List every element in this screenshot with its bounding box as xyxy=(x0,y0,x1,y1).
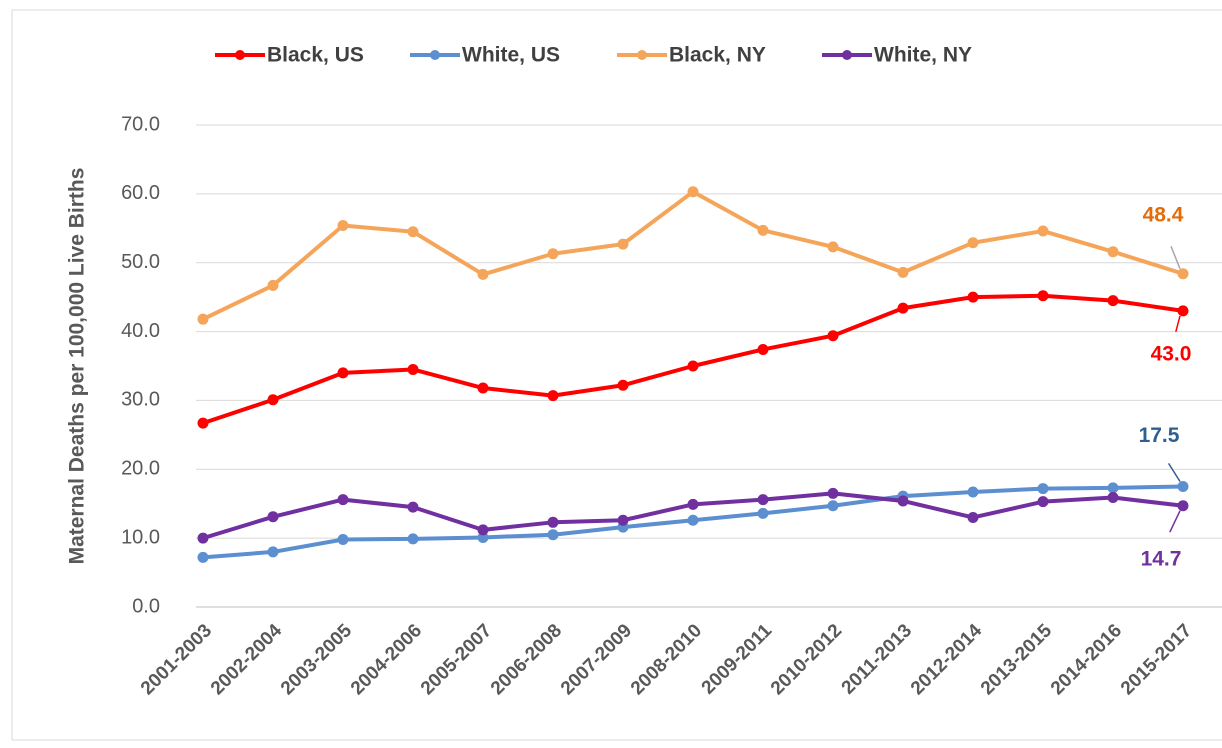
leader-line xyxy=(1170,245,1181,270)
y-tick-label: 60.0 xyxy=(121,182,160,204)
data-label: 17.5 xyxy=(1139,424,1180,447)
data-point xyxy=(407,533,419,545)
data-point xyxy=(337,494,349,506)
data-point xyxy=(267,546,279,558)
y-axis-title: Maternal Deaths per 100,000 Live Births xyxy=(66,168,89,565)
data-point xyxy=(757,224,769,236)
data-point xyxy=(617,379,629,391)
data-point xyxy=(1177,305,1189,317)
data-point xyxy=(967,237,979,249)
data-point xyxy=(967,511,979,523)
data-point xyxy=(547,529,559,541)
data-point xyxy=(267,394,279,406)
legend-marker xyxy=(842,50,852,60)
leader-line xyxy=(1167,463,1181,482)
data-point xyxy=(477,268,489,280)
data-point xyxy=(1037,290,1049,302)
data-point xyxy=(827,500,839,512)
data-point xyxy=(827,241,839,253)
legend-label: White, NY xyxy=(874,44,972,67)
data-label: 43.0 xyxy=(1151,342,1192,365)
y-tick-label: 30.0 xyxy=(121,389,160,411)
legend-marker xyxy=(235,50,245,60)
leader-line xyxy=(1169,510,1181,533)
data-point xyxy=(337,534,349,546)
data-point xyxy=(687,186,699,198)
data-point xyxy=(1107,246,1119,258)
data-point xyxy=(617,238,629,250)
legend-label: Black, NY xyxy=(669,44,766,67)
data-point xyxy=(477,524,489,536)
leader-line xyxy=(1175,315,1181,333)
y-tick-label: 50.0 xyxy=(121,251,160,273)
data-point xyxy=(967,486,979,498)
data-point xyxy=(337,220,349,232)
data-point xyxy=(197,551,209,563)
data-point xyxy=(267,279,279,291)
data-label: 14.7 xyxy=(1141,547,1182,570)
y-tick-label: 0.0 xyxy=(132,595,160,617)
data-point xyxy=(1177,268,1189,280)
y-tick-label: 10.0 xyxy=(121,526,160,548)
data-point xyxy=(407,363,419,375)
data-point xyxy=(687,514,699,526)
data-point xyxy=(897,266,909,278)
y-tick-label: 70.0 xyxy=(121,113,160,135)
legend-marker xyxy=(430,50,440,60)
data-point xyxy=(547,390,559,402)
data-point xyxy=(757,507,769,519)
data-point xyxy=(967,291,979,303)
legend-marker xyxy=(637,50,647,60)
legend-label: Black, US xyxy=(267,44,364,67)
data-point xyxy=(827,330,839,342)
data-point xyxy=(1037,225,1049,237)
data-point xyxy=(197,313,209,325)
data-point xyxy=(547,248,559,260)
data-point xyxy=(617,514,629,526)
data-point xyxy=(1177,481,1189,492)
data-point xyxy=(477,531,489,543)
legend-label: White, US xyxy=(462,44,560,67)
data-point xyxy=(897,302,909,314)
data-point xyxy=(337,367,349,379)
data-point xyxy=(897,495,909,507)
data-point xyxy=(197,417,209,429)
data-point xyxy=(1107,492,1119,504)
data-point xyxy=(757,494,769,506)
data-point xyxy=(547,516,559,528)
y-tick-label: 40.0 xyxy=(121,320,160,342)
data-label: 48.4 xyxy=(1143,203,1184,226)
data-point xyxy=(687,360,699,372)
data-point xyxy=(1037,496,1049,508)
data-point xyxy=(1037,483,1049,495)
data-point xyxy=(477,382,489,394)
data-point xyxy=(1107,295,1119,307)
data-point xyxy=(197,532,209,544)
data-point xyxy=(827,487,839,499)
data-point xyxy=(267,511,279,523)
data-point xyxy=(407,501,419,513)
data-point xyxy=(1107,482,1119,494)
y-tick-label: 20.0 xyxy=(121,458,160,480)
data-point xyxy=(757,343,769,355)
data-point xyxy=(1177,500,1189,512)
chart-frame xyxy=(11,9,1222,741)
data-point xyxy=(687,498,699,510)
data-point xyxy=(407,226,419,238)
